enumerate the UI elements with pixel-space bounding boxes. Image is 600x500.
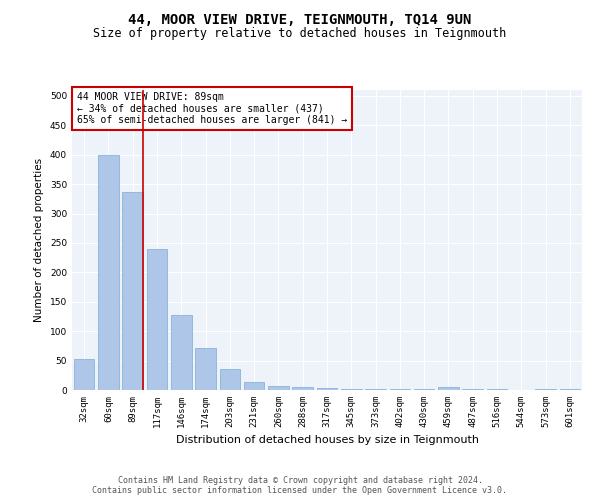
- Text: Contains HM Land Registry data © Crown copyright and database right 2024.: Contains HM Land Registry data © Crown c…: [118, 476, 482, 485]
- Text: Contains public sector information licensed under the Open Government Licence v3: Contains public sector information licen…: [92, 486, 508, 495]
- Bar: [292, 387, 313, 390]
- Bar: [74, 360, 94, 390]
- Bar: [438, 387, 459, 390]
- Bar: [244, 382, 265, 390]
- X-axis label: Distribution of detached houses by size in Teignmouth: Distribution of detached houses by size …: [176, 436, 479, 446]
- Text: 44, MOOR VIEW DRIVE, TEIGNMOUTH, TQ14 9UN: 44, MOOR VIEW DRIVE, TEIGNMOUTH, TQ14 9U…: [128, 12, 472, 26]
- Bar: [317, 388, 337, 390]
- Bar: [146, 249, 167, 390]
- Bar: [560, 389, 580, 390]
- Y-axis label: Number of detached properties: Number of detached properties: [34, 158, 44, 322]
- Bar: [98, 154, 119, 390]
- Text: Size of property relative to detached houses in Teignmouth: Size of property relative to detached ho…: [94, 28, 506, 40]
- Bar: [341, 389, 362, 390]
- Bar: [463, 389, 483, 390]
- Text: 44 MOOR VIEW DRIVE: 89sqm
← 34% of detached houses are smaller (437)
65% of semi: 44 MOOR VIEW DRIVE: 89sqm ← 34% of detac…: [77, 92, 347, 124]
- Bar: [195, 348, 216, 390]
- Bar: [122, 192, 143, 390]
- Bar: [268, 386, 289, 390]
- Bar: [171, 314, 191, 390]
- Bar: [220, 370, 240, 390]
